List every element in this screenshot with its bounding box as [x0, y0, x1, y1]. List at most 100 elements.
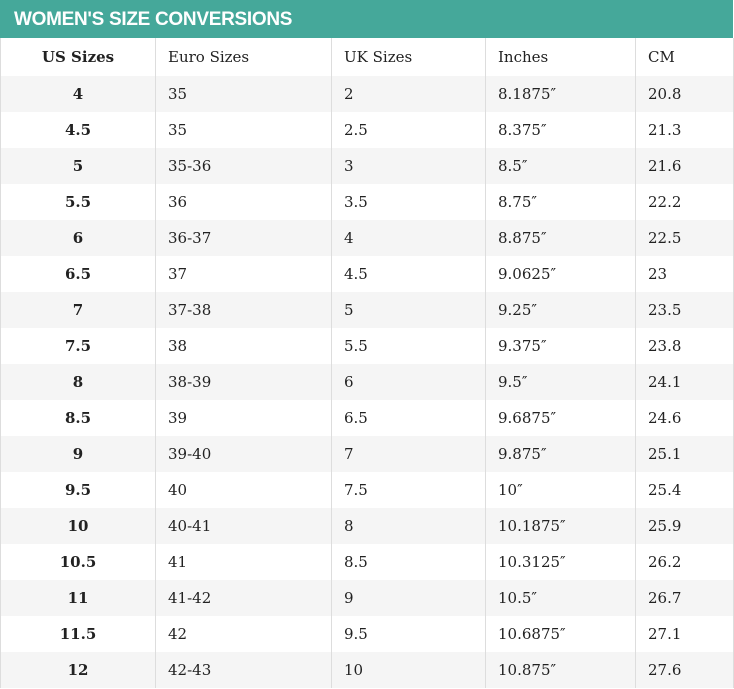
- table-cell: 38: [155, 328, 332, 364]
- table-cell: 35: [155, 112, 332, 148]
- table-cell: 6.5: [331, 400, 486, 436]
- table-cell: 25.9: [635, 508, 734, 544]
- table-cell: 24.6: [635, 400, 734, 436]
- table-cell: 40: [155, 472, 332, 508]
- table-cell: 10″: [485, 472, 636, 508]
- table-cell: 23.8: [635, 328, 734, 364]
- table-cell: 11.5: [0, 616, 156, 652]
- table-cell: 6.5: [0, 256, 156, 292]
- table-cell: 4: [0, 76, 156, 112]
- table-row: 7.5 38 5.5 9.375″ 23.8: [0, 328, 734, 364]
- table-row: 8 38-39 6 9.5″ 24.1: [0, 364, 734, 400]
- table-cell: 40-41: [155, 508, 332, 544]
- table-cell: 9.5: [331, 616, 486, 652]
- table-cell: 42: [155, 616, 332, 652]
- table-cell: 41: [155, 544, 332, 580]
- table-cell: 5: [0, 148, 156, 184]
- table-cell: 5.5: [0, 184, 156, 220]
- table-cell: 37: [155, 256, 332, 292]
- table-cell: 11: [0, 580, 156, 616]
- table-cell: 9.5″: [485, 364, 636, 400]
- table-cell: 39: [155, 400, 332, 436]
- table-cell: 8.875″: [485, 220, 636, 256]
- table-cell: 27.1: [635, 616, 734, 652]
- table-cell: 4.5: [0, 112, 156, 148]
- table-cell: 22.2: [635, 184, 734, 220]
- table-cell: 41-42: [155, 580, 332, 616]
- table-cell: 8: [331, 508, 486, 544]
- table-cell: 7.5: [331, 472, 486, 508]
- table-row: 10 40-41 8 10.1875″ 25.9: [0, 508, 734, 544]
- table-cell: 7.5: [0, 328, 156, 364]
- table-cell: 2.5: [331, 112, 486, 148]
- table-cell: 23: [635, 256, 734, 292]
- table-cell: 42-43: [155, 652, 332, 688]
- table-cell: 9.6875″: [485, 400, 636, 436]
- table-row: 9 39-40 7 9.875″ 25.1: [0, 436, 734, 472]
- column-header: UK Sizes: [331, 38, 486, 76]
- table-row: 9.5 40 7.5 10″ 25.4: [0, 472, 734, 508]
- column-header: Euro Sizes: [155, 38, 332, 76]
- table-cell: 6: [331, 364, 486, 400]
- table-cell: 39-40: [155, 436, 332, 472]
- table-cell: 3.5: [331, 184, 486, 220]
- table-row: 5 35-36 3 8.5″ 21.6: [0, 148, 734, 184]
- table-row: 7 37-38 5 9.25″ 23.5: [0, 292, 734, 328]
- table-cell: 10.5″: [485, 580, 636, 616]
- table-title: WOMEN'S SIZE CONVERSIONS: [0, 0, 733, 38]
- table-row: 4 35 2 8.1875″ 20.8: [0, 76, 734, 112]
- table-cell: 3: [331, 148, 486, 184]
- table-cell: 4.5: [331, 256, 486, 292]
- table-cell: 9: [331, 580, 486, 616]
- table-row: 10.5 41 8.5 10.3125″ 26.2: [0, 544, 734, 580]
- table-cell: 10: [331, 652, 486, 688]
- table-row: 8.5 39 6.5 9.6875″ 24.6: [0, 400, 734, 436]
- table-cell: 35-36: [155, 148, 332, 184]
- table-row: 12 42-43 10 10.875″ 27.6: [0, 652, 734, 688]
- table-cell: 9.25″: [485, 292, 636, 328]
- column-header: Inches: [485, 38, 636, 76]
- table-cell: 7: [331, 436, 486, 472]
- table-cell: 36: [155, 184, 332, 220]
- table-cell: 8.75″: [485, 184, 636, 220]
- table-cell: 8: [0, 364, 156, 400]
- table-cell: 8.5: [331, 544, 486, 580]
- table-cell: 10.1875″: [485, 508, 636, 544]
- table-cell: 10.3125″: [485, 544, 636, 580]
- table-cell: 10.875″: [485, 652, 636, 688]
- table-row: 6.5 37 4.5 9.0625″ 23: [0, 256, 734, 292]
- table-cell: 4: [331, 220, 486, 256]
- table-cell: 5: [331, 292, 486, 328]
- table-cell: 9.875″: [485, 436, 636, 472]
- table-cell: 8.1875″: [485, 76, 636, 112]
- table-cell: 12: [0, 652, 156, 688]
- table-cell: 24.1: [635, 364, 734, 400]
- table-cell: 21.6: [635, 148, 734, 184]
- table-cell: 9: [0, 436, 156, 472]
- size-table: US Sizes Euro Sizes UK Sizes Inches CM 4 35 2 8…: [0, 38, 734, 688]
- table-cell: 37-38: [155, 292, 332, 328]
- table-cell: 35: [155, 76, 332, 112]
- table-cell: 10.5: [0, 544, 156, 580]
- table-cell: 9.5: [0, 472, 156, 508]
- table-row: 6 36-37 4 8.875″ 22.5: [0, 220, 734, 256]
- table-cell: 26.7: [635, 580, 734, 616]
- header-row: US Sizes Euro Sizes UK Sizes Inches CM: [0, 38, 734, 76]
- table-cell: 2: [331, 76, 486, 112]
- table-cell: 25.1: [635, 436, 734, 472]
- table-cell: 5.5: [331, 328, 486, 364]
- table-cell: 23.5: [635, 292, 734, 328]
- column-header: CM: [635, 38, 734, 76]
- table-cell: 20.8: [635, 76, 734, 112]
- table-cell: 21.3: [635, 112, 734, 148]
- table-cell: 9.375″: [485, 328, 636, 364]
- table-cell: 6: [0, 220, 156, 256]
- table-cell: 26.2: [635, 544, 734, 580]
- column-header: US Sizes: [0, 38, 156, 76]
- table-cell: 8.5″: [485, 148, 636, 184]
- table-cell: 7: [0, 292, 156, 328]
- table-row: 11.5 42 9.5 10.6875″ 27.1: [0, 616, 734, 652]
- table-cell: 36-37: [155, 220, 332, 256]
- table-cell: 10: [0, 508, 156, 544]
